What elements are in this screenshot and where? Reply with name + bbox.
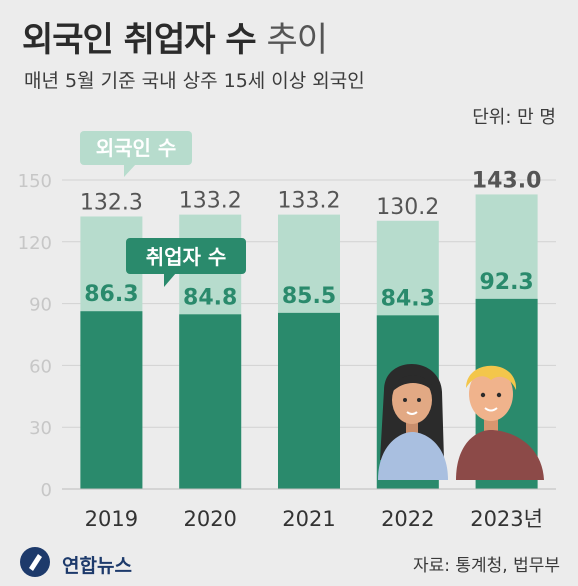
data-label-employed: 84.8 <box>183 285 237 310</box>
bar-employed <box>278 312 340 489</box>
data-label-employed: 92.3 <box>479 270 533 295</box>
y-tick-label: 120 <box>18 233 52 254</box>
data-label-foreigners: 132.3 <box>80 190 143 215</box>
y-tick-label: 90 <box>29 295 52 316</box>
unit-label: 단위: 만 명 <box>472 107 556 128</box>
data-label-foreigners: 130.2 <box>376 195 439 220</box>
logo-text: 연합뉴스 <box>62 555 132 577</box>
logo-emblem-icon <box>20 547 50 577</box>
x-tick-label: 2020 <box>183 507 236 531</box>
x-tick-label: 2022 <box>381 507 434 531</box>
legend-callout-foreigners <box>80 131 192 165</box>
legend-label-foreigners: 외국인 수 <box>96 136 177 160</box>
data-label-employed: 84.3 <box>381 286 435 311</box>
x-tick-label: 2019 <box>85 507 138 531</box>
data-label-employed: 86.3 <box>84 282 138 307</box>
data-label-foreigners: 133.2 <box>179 189 242 214</box>
woman-illustration <box>378 363 448 480</box>
yonhap-logo: 연합뉴스 <box>18 545 168 579</box>
data-label-employed: 85.5 <box>282 284 336 309</box>
legend-label-employed: 취업자 수 <box>146 245 227 269</box>
legend-callout-pointer <box>124 164 136 177</box>
x-tick-label: 2023년 <box>470 507 543 531</box>
chart-title: 외국인 취업자 수 추이 <box>22 12 328 61</box>
chart-subtitle: 매년 5월 기준 국내 상주 15세 이상 외국인 <box>24 70 365 92</box>
bar-employed <box>80 311 143 489</box>
title-light: 추이 <box>266 20 328 60</box>
people-illustration <box>378 363 544 480</box>
bar-employed <box>179 314 242 489</box>
y-tick-label: 60 <box>29 356 52 377</box>
y-tick-label: 0 <box>41 480 52 501</box>
data-label-foreigners: 133.2 <box>278 189 341 214</box>
man-illustration <box>456 365 544 480</box>
source-note: 자료: 통계청, 법무부 <box>412 556 560 576</box>
legend-callout-pointer <box>164 273 176 287</box>
x-tick-label: 2021 <box>282 507 335 531</box>
title-bold: 외국인 취업자 수 <box>22 20 257 60</box>
data-label-foreigners: 143.0 <box>472 168 542 193</box>
legend-callout-employed <box>126 238 246 274</box>
y-tick-label: 30 <box>29 418 52 439</box>
y-tick-label: 150 <box>18 171 52 192</box>
